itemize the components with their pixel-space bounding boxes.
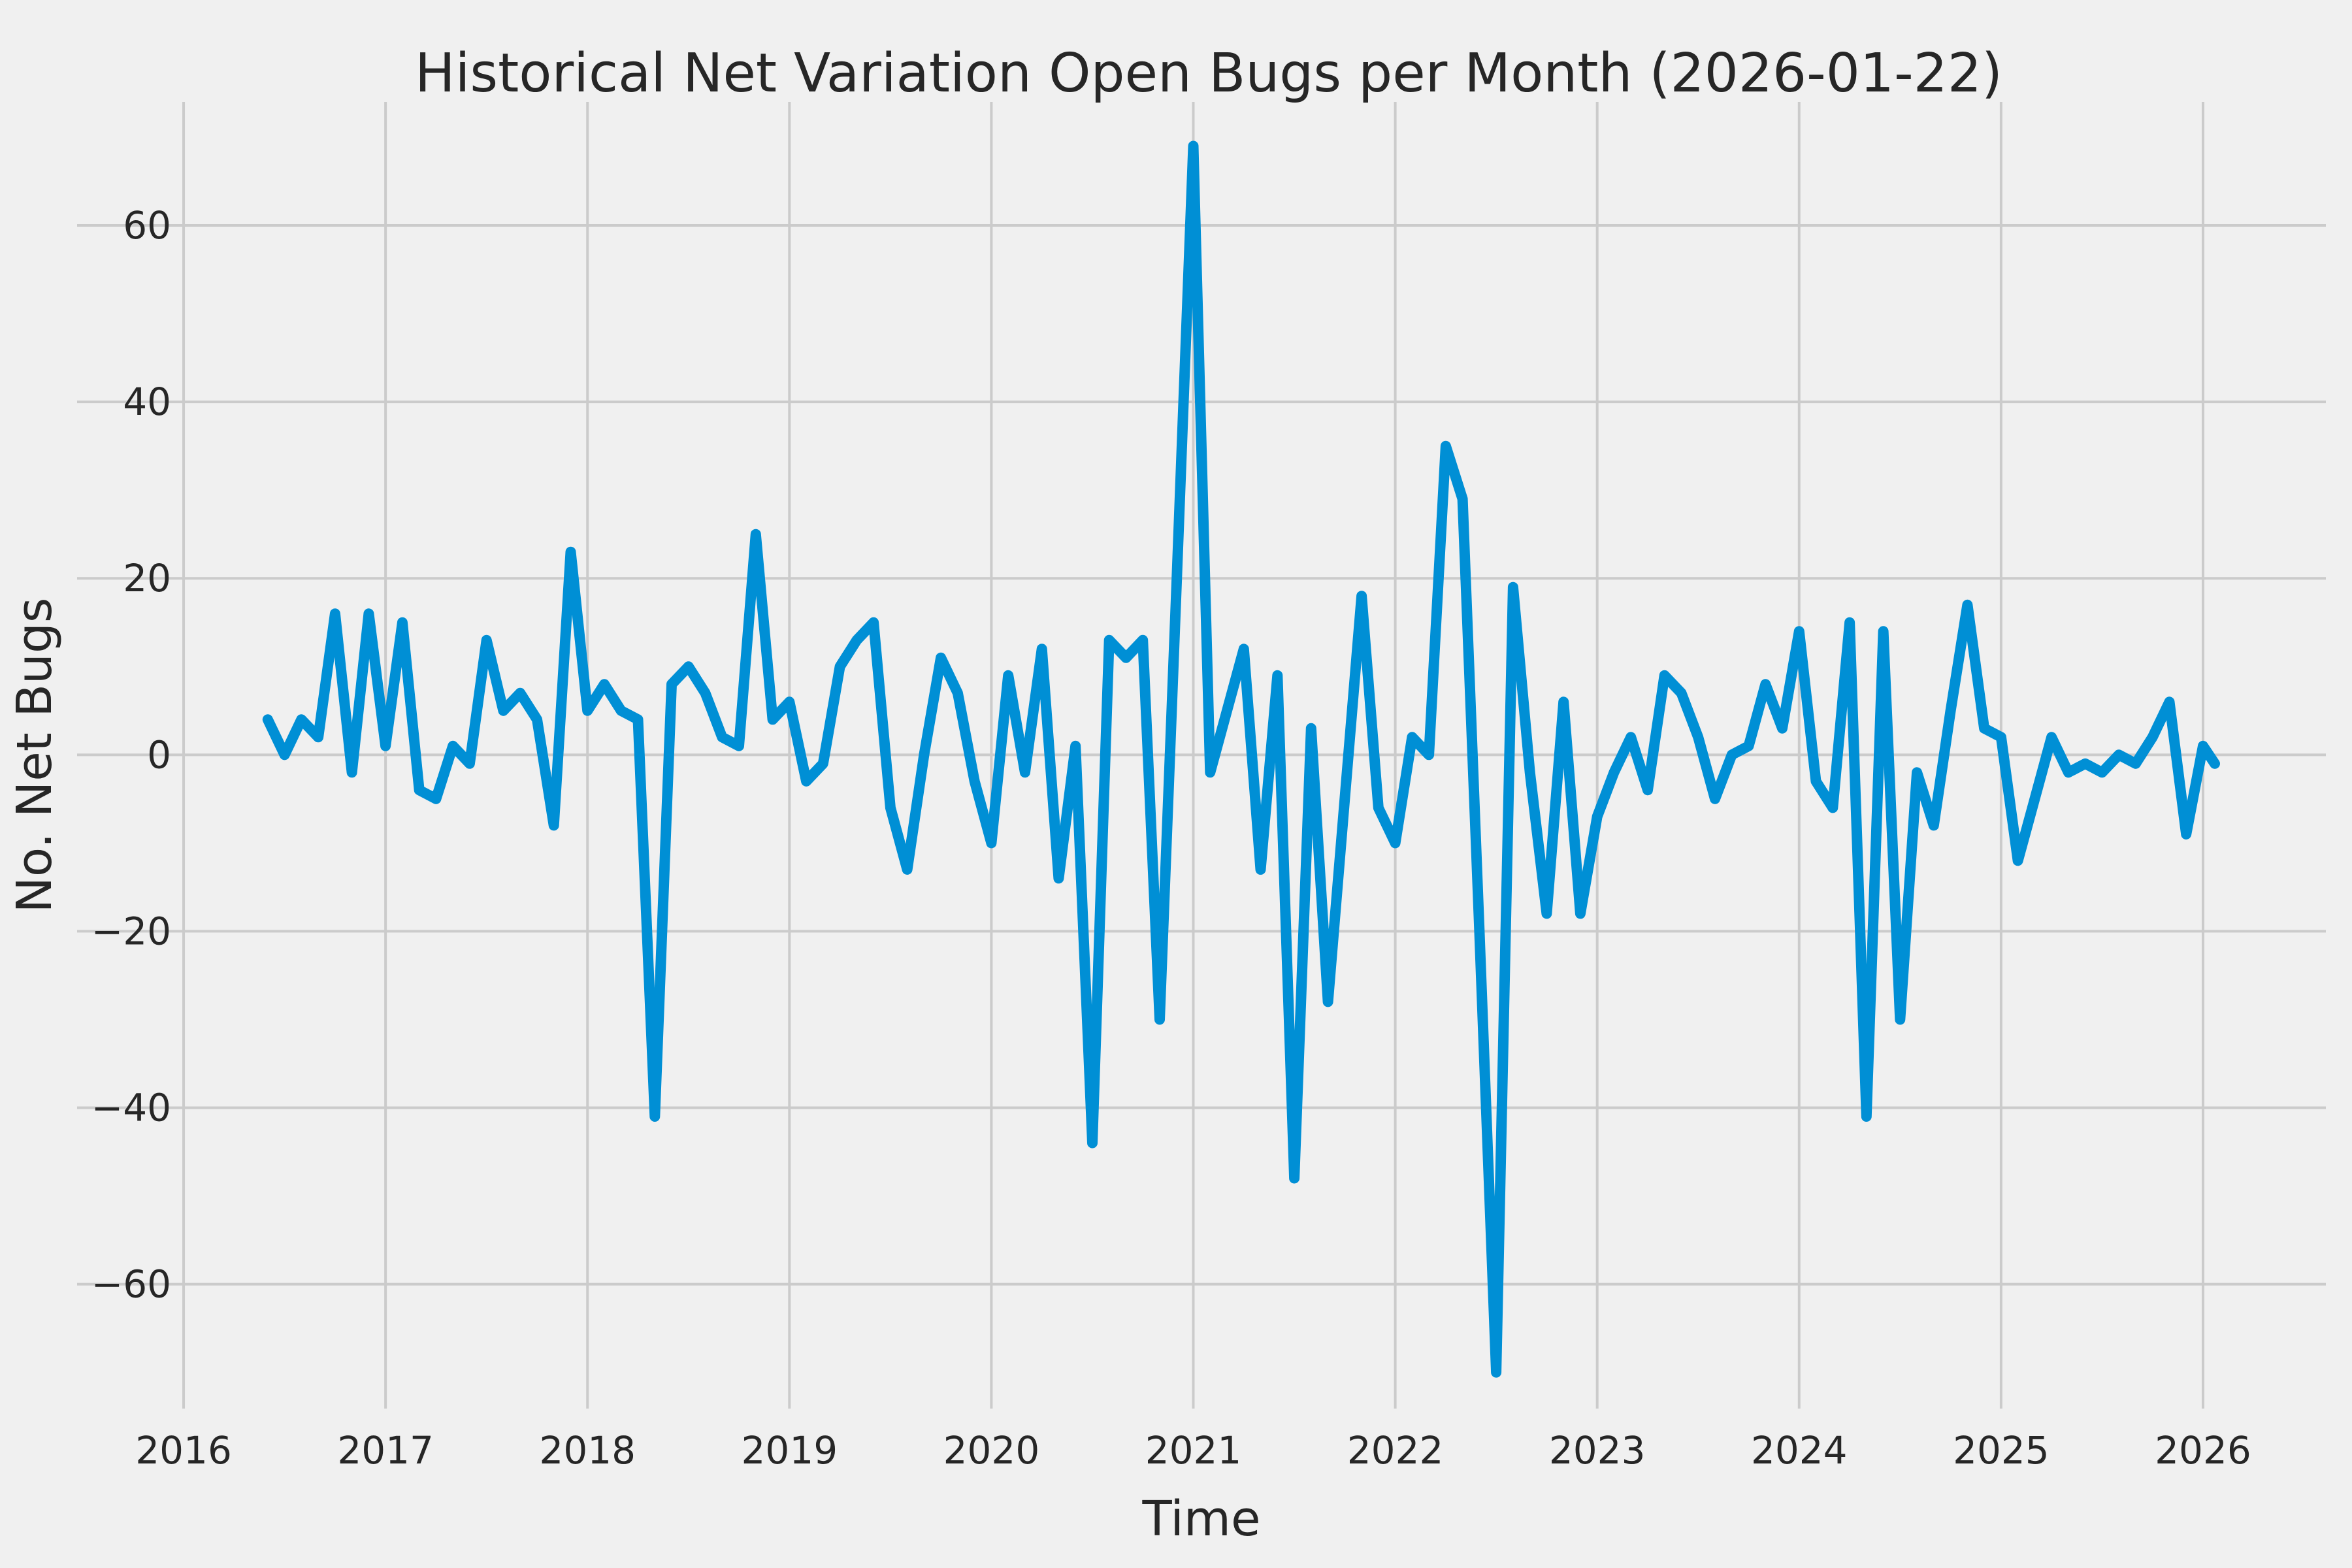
x-tick-2021: 2021 <box>1145 1428 1242 1473</box>
x-tick-2023: 2023 <box>1549 1428 1646 1473</box>
x-tick-2016: 2016 <box>135 1428 232 1473</box>
x-tick-2022: 2022 <box>1347 1428 1444 1473</box>
y-tick--60: −60 <box>91 1262 171 1307</box>
y-tick--40: −40 <box>91 1086 171 1130</box>
x-tick-labels: 2016 2017 2018 2019 2020 2021 2022 2023 2024 2025… <box>135 1428 2251 1473</box>
y-tick-60: 60 <box>123 203 171 248</box>
x-axis-label: Time <box>1141 1491 1260 1547</box>
x-tick-2026: 2026 <box>2155 1428 2251 1473</box>
x-tick-2018: 2018 <box>539 1428 636 1473</box>
x-tick-2020: 2020 <box>943 1428 1040 1473</box>
y-axis-label: No. Net Bugs <box>7 598 63 913</box>
y-tick-20: 20 <box>123 556 171 600</box>
y-tick-0: 0 <box>147 732 171 777</box>
series-layer <box>262 140 2220 1378</box>
x-tick-2019: 2019 <box>742 1428 838 1473</box>
net-open-bugs-variation-line <box>262 140 2220 1378</box>
x-tick-2024: 2024 <box>1751 1428 1848 1473</box>
y-tick--20: −20 <box>91 909 171 953</box>
y-tick-labels: 60 40 20 0 −20 −40 −60 <box>91 203 171 1307</box>
x-tick-2025: 2025 <box>1953 1428 2050 1473</box>
chart-title: Historical Net Variation Open Bugs per M… <box>415 42 2002 105</box>
y-tick-40: 40 <box>123 380 171 424</box>
x-tick-2017: 2017 <box>337 1428 434 1473</box>
